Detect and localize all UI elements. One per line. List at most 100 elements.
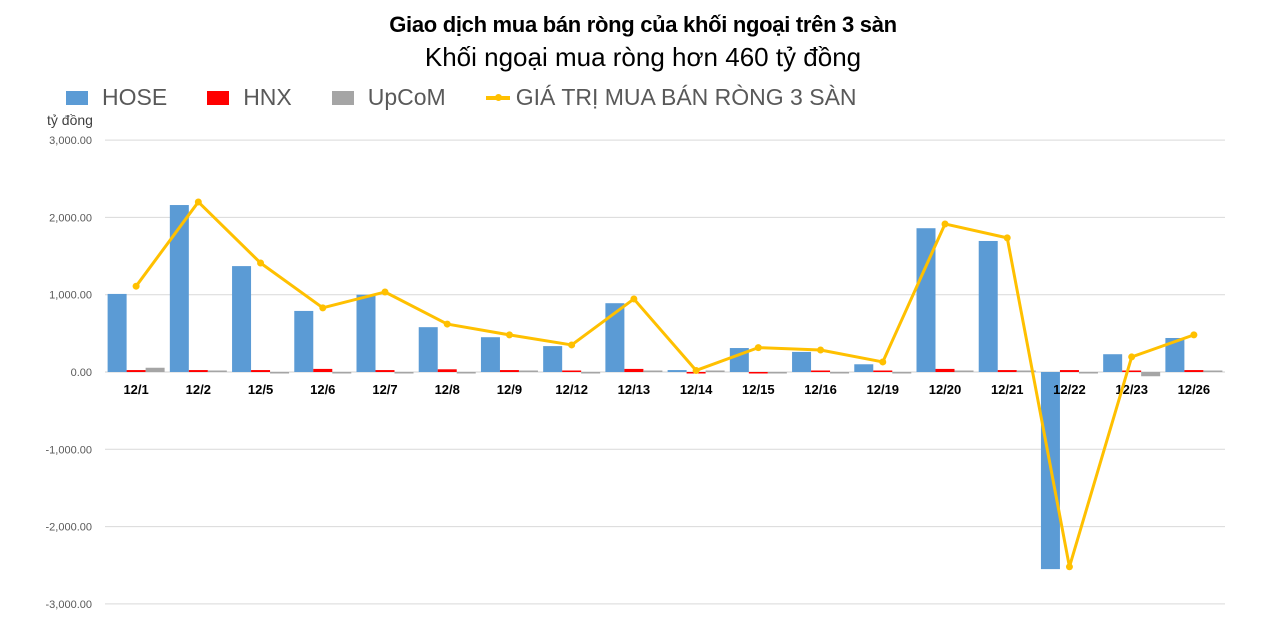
- bar-hose: [916, 228, 936, 372]
- y-tick-label: 3,000.00: [49, 135, 92, 147]
- bar-hnx: [873, 370, 893, 372]
- y-tick-label: -2,000.00: [46, 522, 92, 534]
- bar-hnx: [935, 368, 955, 372]
- line-marker-icon: [485, 93, 510, 101]
- bar-hnx: [188, 370, 208, 372]
- bar-upcom: [1016, 370, 1036, 372]
- line-marker: [941, 220, 949, 228]
- line-marker: [194, 198, 202, 206]
- bar-hose: [543, 346, 563, 372]
- x-tick-label: 12/1: [123, 382, 148, 397]
- x-tick-label: 12/2: [186, 382, 211, 397]
- line-marker: [692, 366, 700, 374]
- bar-hose: [232, 266, 252, 372]
- legend-item-total: GIÁ TRỊ MUA BÁN RÒNG 3 SÀN: [485, 84, 857, 111]
- bar-upcom: [518, 370, 538, 372]
- upcom-swatch-icon: [331, 90, 354, 105]
- x-tick-label: 12/12: [555, 382, 588, 397]
- chart-title: Giao dịch mua bán ròng của khối ngoại tr…: [389, 12, 897, 37]
- bar-hose: [1165, 337, 1185, 372]
- y-axis: 3,000.00 2,000.00 1,000.00 0.00 -1,000.00 -2,…: [46, 135, 92, 611]
- line-marker: [319, 304, 327, 312]
- line-marker: [879, 358, 887, 366]
- bar-hnx: [251, 370, 271, 372]
- line-marker: [381, 288, 389, 296]
- bar-hose: [418, 327, 438, 372]
- legend-label: HNX: [243, 84, 292, 110]
- legend-label: UpCoM: [367, 84, 446, 110]
- bar-hnx: [499, 370, 519, 372]
- bar-upcom: [145, 367, 165, 372]
- line-marker: [754, 344, 762, 352]
- bar-upcom: [643, 370, 663, 372]
- line-marker: [817, 346, 825, 354]
- legend-label: GIÁ TRỊ MUA BÁN RÒNG 3 SÀN: [515, 84, 857, 110]
- x-tick-label: 12/14: [680, 382, 713, 397]
- x-tick-label: 12/16: [804, 382, 837, 397]
- bar-upcom: [1141, 372, 1161, 377]
- bar-hnx: [748, 372, 768, 374]
- net-value-line: [134, 200, 1195, 569]
- bar-upcom: [207, 370, 227, 372]
- legend-item-hose: HOSE: [66, 84, 167, 111]
- bar-hnx: [313, 368, 333, 372]
- x-tick-label: 12/19: [867, 382, 900, 397]
- line-marker: [568, 341, 576, 349]
- x-tick-label: 12/22: [1053, 382, 1086, 397]
- bar-hose: [667, 370, 687, 372]
- legend-item-hnx: HNX: [207, 84, 292, 111]
- bar-upcom: [1203, 370, 1223, 372]
- bar-upcom: [456, 372, 476, 374]
- line-marker: [1190, 331, 1198, 339]
- y-tick-label: 0.00: [71, 367, 92, 379]
- line-marker: [505, 331, 513, 339]
- line-series: [132, 198, 1198, 571]
- bar-hose: [854, 364, 874, 372]
- bar-hnx: [811, 370, 831, 372]
- y-axis-unit: tỷ đồng: [47, 112, 93, 128]
- x-tick-label: 12/13: [618, 382, 651, 397]
- x-tick-label: 12/21: [991, 382, 1024, 397]
- line-marker: [630, 295, 638, 303]
- bar-hnx: [1184, 370, 1204, 372]
- x-tick-label: 12/15: [742, 382, 775, 397]
- bar-hose: [107, 293, 127, 372]
- bar-hose: [978, 240, 998, 372]
- x-tick-label: 12/6: [310, 382, 335, 397]
- bar-upcom: [394, 372, 414, 374]
- bar-hnx: [375, 370, 395, 372]
- legend-label: HOSE: [102, 84, 168, 110]
- x-axis: 12/1 12/2 12/5 12/6 12/7 12/8 12/9 12/12 12/13 12…: [123, 382, 1210, 397]
- x-tick-label: 12/5: [248, 382, 273, 397]
- bar-hnx: [1122, 370, 1142, 372]
- line-marker: [443, 320, 451, 328]
- x-tick-label: 12/8: [435, 382, 460, 397]
- bar-hnx: [1059, 370, 1079, 372]
- bar-hose: [480, 337, 500, 372]
- bar-hose: [792, 351, 812, 372]
- line-marker: [1128, 353, 1136, 361]
- bar-upcom: [581, 372, 601, 374]
- bar-hose: [605, 303, 625, 372]
- bar-upcom: [1078, 372, 1098, 374]
- x-tick-label: 12/26: [1178, 382, 1211, 397]
- bar-upcom: [332, 372, 352, 374]
- bar-upcom: [830, 372, 850, 374]
- line-marker: [257, 259, 265, 267]
- bar-hose: [169, 205, 189, 372]
- y-tick-label: -1,000.00: [46, 444, 92, 456]
- gridlines: [105, 139, 1225, 605]
- line-marker: [132, 282, 140, 290]
- bar-upcom: [767, 372, 787, 374]
- chart-subtitle: Khối ngoại mua ròng hơn 460 tỷ đồng: [424, 42, 862, 72]
- bar-hnx: [997, 370, 1017, 372]
- legend-item-upcom: UpCoM: [331, 84, 446, 111]
- line-marker: [1003, 234, 1011, 242]
- bar-hose: [1103, 354, 1123, 372]
- bar-hnx: [562, 370, 582, 372]
- bar-upcom: [705, 370, 725, 372]
- hose-swatch-icon: [66, 90, 88, 105]
- bar-upcom: [954, 370, 974, 372]
- y-tick-label: 2,000.00: [49, 212, 92, 224]
